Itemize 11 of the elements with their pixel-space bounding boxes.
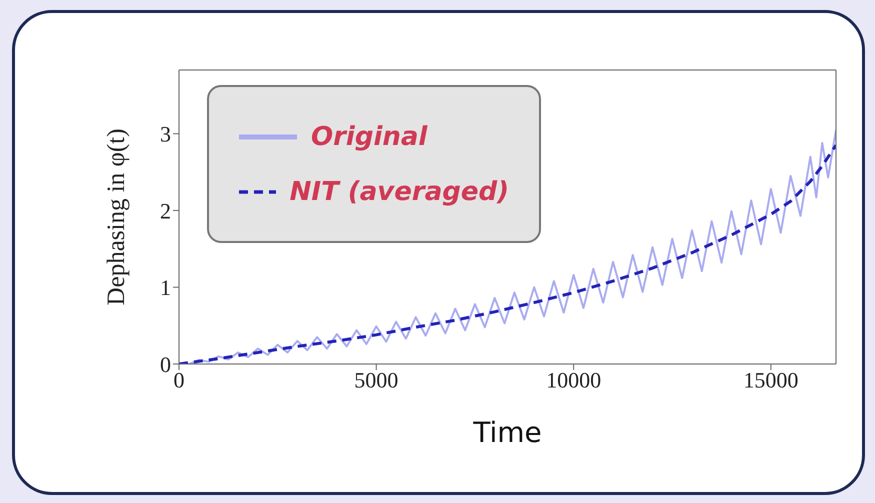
y-tick-label: 3 <box>160 122 171 147</box>
legend-label: NIT (averaged) <box>290 176 509 206</box>
x-tick-label: 15000 <box>743 368 798 393</box>
x-tick-label: 5000 <box>354 368 398 393</box>
y-tick-label: 1 <box>160 275 171 300</box>
y-tick-label: 2 <box>160 198 171 224</box>
y-tick-label: 0 <box>160 352 171 377</box>
y-axis-title: Dephasing in φ(t) <box>102 128 130 306</box>
legend-label: Original <box>311 122 428 152</box>
x-axis-title: Time <box>472 416 542 449</box>
x-tick-label: 10000 <box>546 368 602 393</box>
